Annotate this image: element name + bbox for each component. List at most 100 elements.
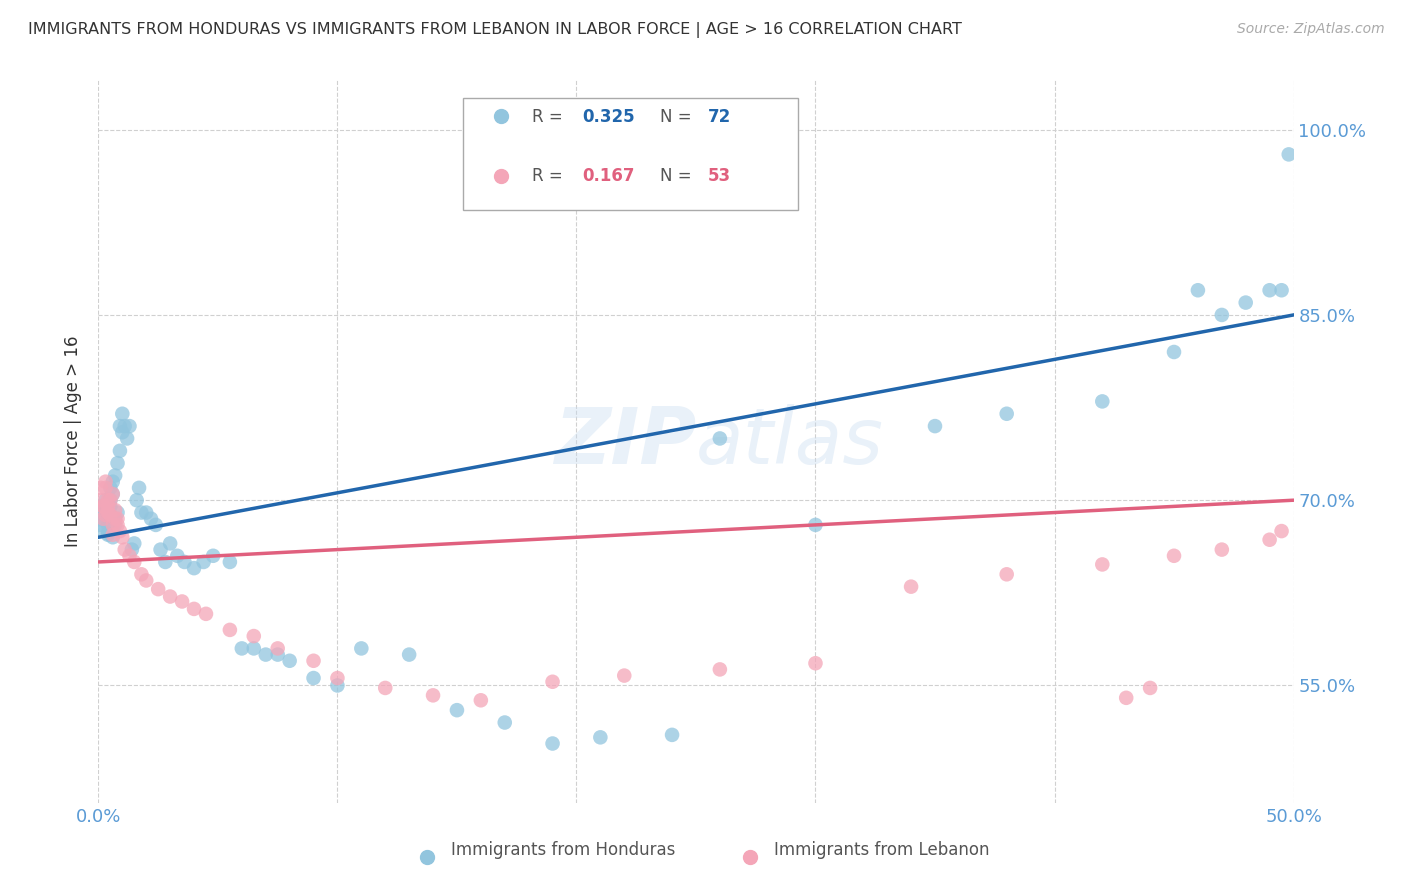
Point [97, 526, 120, 541]
Text: Immigrants from Honduras: Immigrants from Honduras [451, 841, 675, 859]
Point [91, 500, 114, 514]
Point [202, 549, 225, 563]
Point [107, 517, 129, 532]
Point [135, 506, 157, 520]
Point [107, 512, 129, 526]
Point [94, 475, 117, 489]
Point [398, 648, 420, 662]
Point [172, 594, 194, 608]
Point [94, 508, 117, 522]
Point [118, 419, 141, 434]
Point [326, 671, 349, 685]
Point [422, 689, 444, 703]
Text: IMMIGRANTS FROM HONDURAS VS IMMIGRANTS FROM LEBANON IN LABOR FORCE | AGE > 16 CO: IMMIGRANTS FROM HONDURAS VS IMMIGRANTS F… [28, 22, 962, 38]
Point [159, 590, 181, 604]
Point [91, 506, 114, 520]
Point [94, 500, 117, 514]
Point [494, 715, 516, 730]
Point [101, 475, 124, 489]
Text: Immigrants from Lebanon: Immigrants from Lebanon [773, 841, 990, 859]
Point [924, 419, 946, 434]
Point [98, 493, 122, 508]
Point [1091, 394, 1114, 409]
Point [804, 657, 827, 671]
Text: Source: ZipAtlas.com: Source: ZipAtlas.com [1237, 22, 1385, 37]
Point [124, 536, 146, 550]
Point [193, 555, 215, 569]
Text: ZIP: ZIP [554, 403, 696, 480]
Point [135, 574, 157, 588]
Point [1115, 690, 1137, 705]
Point [108, 524, 131, 538]
Point [149, 542, 172, 557]
Point [183, 561, 205, 575]
Text: N =: N = [661, 108, 697, 126]
Point [139, 512, 162, 526]
Point [98, 500, 122, 514]
Point [219, 555, 242, 569]
Text: 72: 72 [709, 108, 731, 126]
Point [166, 549, 188, 563]
Text: R =: R = [533, 167, 568, 185]
Point [98, 481, 122, 495]
Point [91, 512, 114, 526]
Text: 0.167: 0.167 [582, 167, 636, 185]
Point [995, 567, 1018, 582]
Point [254, 648, 277, 662]
Y-axis label: In Labor Force | Age > 16: In Labor Force | Age > 16 [65, 335, 83, 548]
Point [1187, 283, 1209, 297]
Point [1271, 283, 1294, 297]
Point [131, 567, 153, 582]
Point [91, 500, 114, 514]
Point [114, 419, 136, 434]
Point [1211, 542, 1233, 557]
Point [108, 443, 131, 458]
Point [104, 512, 127, 526]
Point [804, 517, 827, 532]
Point [1258, 283, 1281, 297]
Point [243, 641, 266, 656]
Point [267, 641, 290, 656]
Point [350, 641, 373, 656]
Point [97, 508, 120, 522]
Point [1258, 533, 1281, 547]
Point [1278, 147, 1301, 161]
Text: 53: 53 [709, 167, 731, 185]
Point [231, 641, 253, 656]
Point [267, 648, 290, 662]
Point [97, 506, 120, 520]
Point [709, 662, 731, 676]
Point [91, 512, 114, 526]
Point [159, 536, 181, 550]
Point [104, 517, 127, 532]
Point [470, 693, 492, 707]
Point [94, 481, 117, 495]
Point [173, 555, 195, 569]
Point [101, 530, 124, 544]
Point [131, 506, 153, 520]
Point [900, 580, 922, 594]
Point [302, 671, 325, 685]
Point [90, 524, 112, 538]
Point [101, 487, 124, 501]
Point [107, 456, 129, 470]
FancyBboxPatch shape [463, 98, 797, 211]
Point [1211, 308, 1233, 322]
Point [104, 512, 127, 526]
Point [1091, 558, 1114, 572]
Point [90, 493, 112, 508]
Point [97, 528, 120, 542]
Point [115, 432, 138, 446]
Point [709, 432, 731, 446]
Text: atlas: atlas [696, 403, 884, 480]
Point [97, 493, 120, 508]
Point [107, 506, 129, 520]
Point [302, 654, 325, 668]
Point [101, 517, 124, 532]
Point [101, 528, 124, 542]
Point [541, 737, 564, 751]
Point [98, 508, 122, 522]
Point [145, 517, 167, 532]
Point [98, 493, 122, 508]
Point [1139, 681, 1161, 695]
